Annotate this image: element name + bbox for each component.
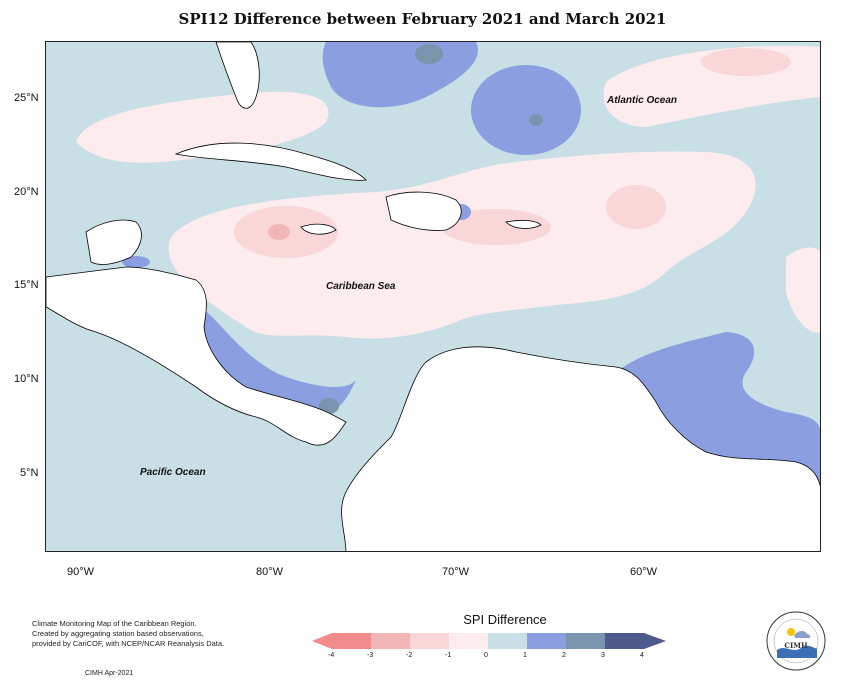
legend-tick-label: 3 — [601, 652, 605, 659]
ocean-label-atlantic: Atlantic Ocean — [607, 95, 678, 106]
legend-tick-label: 2 — [562, 652, 566, 659]
cuba — [174, 142, 367, 181]
legend-tick-label: 4 — [640, 652, 644, 659]
lat-label-15n: 15°N — [14, 279, 39, 291]
central-america — [46, 266, 347, 446]
credits: Climate Monitoring Map of the Caribbean … — [32, 619, 262, 649]
pink-core-4 — [701, 48, 791, 76]
legend-tick-label: -4 — [328, 652, 335, 659]
spi-difference-map — [46, 42, 820, 551]
legend-cell — [566, 633, 605, 649]
south-america — [341, 346, 820, 551]
puerto-rico — [505, 219, 542, 229]
hispaniola — [385, 191, 462, 231]
pink-zone-east — [786, 247, 820, 333]
credits-line-1: Climate Monitoring Map of the Caribbean … — [32, 619, 197, 628]
logo-text: CIMH — [784, 641, 808, 650]
legend-colorbar — [312, 633, 666, 649]
legend-arrow-left — [312, 633, 332, 649]
slate-spot-3 — [319, 398, 339, 414]
ocean-label-pacific: Pacific Ocean — [140, 467, 206, 478]
legend-tick-label: 1 — [523, 652, 527, 659]
yucatan — [85, 219, 142, 265]
jamaica — [300, 223, 337, 235]
legend-cell — [605, 633, 644, 649]
legend-cell — [332, 633, 371, 649]
legend-tick-label: 0 — [484, 652, 488, 659]
legend-tick-label: -3 — [367, 652, 374, 659]
lon-label-80w: 80°W — [256, 566, 284, 578]
slate-spot-2 — [529, 114, 543, 126]
pink-core-2 — [441, 209, 551, 245]
ocean-label-caribbean: Caribbean Sea — [326, 281, 396, 292]
blue-spot-honduras — [122, 256, 150, 268]
pink-core-3 — [606, 185, 666, 229]
legend-cell — [410, 633, 449, 649]
lon-label-60w: 60°W — [630, 566, 658, 578]
blue-zone-atlantic — [471, 65, 581, 155]
cimh-logo: CIMH — [766, 611, 826, 671]
legend-cell — [527, 633, 566, 649]
pink-peak — [268, 224, 290, 240]
credits-line-2: Created by aggregating station based obs… — [32, 629, 204, 638]
legend-cell — [488, 633, 527, 649]
legend-cell — [371, 633, 410, 649]
florida — [215, 42, 260, 109]
legend-tick-label: -1 — [445, 652, 452, 659]
credits-line-3: provided by CariCOF, with NCEP/NCAR Rean… — [32, 639, 225, 648]
date-stamp: CIMH Apr-2021 — [85, 670, 134, 677]
legend-tick-label: -2 — [406, 652, 413, 659]
map-frame: Atlantic Ocean Caribbean Sea Pacific Oce… — [45, 41, 821, 552]
lon-label-90w: 90°W — [67, 566, 95, 578]
lat-label-5n: 5°N — [20, 467, 39, 479]
legend-cell — [449, 633, 488, 649]
lat-label-10n: 10°N — [14, 373, 39, 385]
land-outlines — [46, 42, 820, 551]
lat-label-20n: 20°N — [14, 186, 39, 198]
map-title: SPI12 Difference between February 2021 a… — [178, 10, 667, 28]
legend-arrow-right — [644, 633, 666, 649]
lon-label-70w: 70°W — [442, 566, 470, 578]
slate-spot-1 — [415, 44, 443, 64]
legend-title: SPI Difference — [463, 612, 547, 627]
lat-label-25n: 25°N — [14, 92, 39, 104]
